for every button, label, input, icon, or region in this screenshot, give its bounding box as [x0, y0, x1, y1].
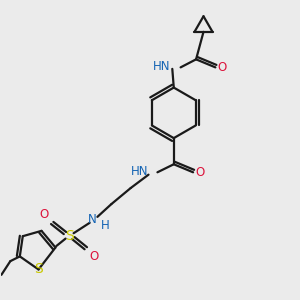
Text: H: H — [101, 219, 110, 232]
Text: HN: HN — [131, 165, 148, 178]
Text: O: O — [89, 250, 98, 263]
Text: S: S — [34, 262, 43, 277]
Text: O: O — [217, 61, 226, 74]
Text: N: N — [88, 213, 96, 226]
Text: O: O — [40, 208, 49, 221]
Text: HN: HN — [153, 60, 171, 73]
Text: S: S — [65, 229, 74, 243]
Text: O: O — [195, 166, 204, 179]
